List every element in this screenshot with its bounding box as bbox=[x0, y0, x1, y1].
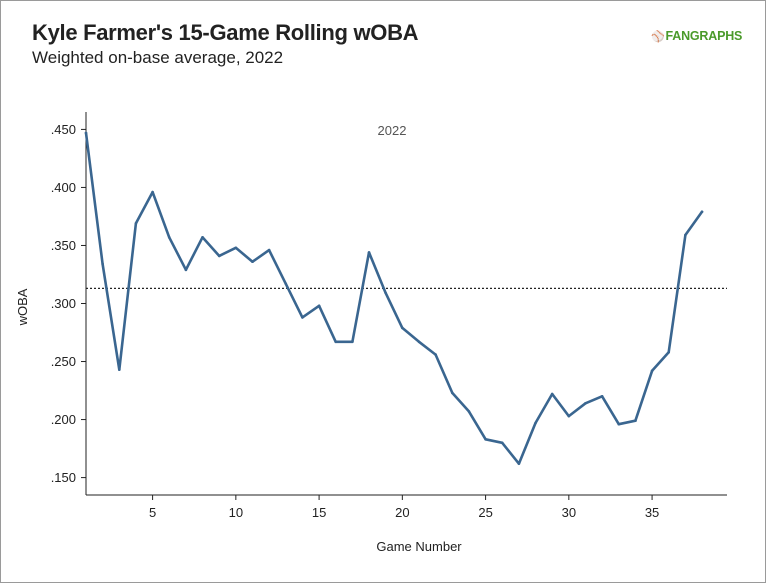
data-point bbox=[367, 251, 371, 254]
data-point bbox=[217, 254, 221, 258]
data-point bbox=[434, 353, 437, 356]
data-point bbox=[334, 340, 338, 344]
x-tick-label: 5 bbox=[149, 505, 156, 520]
series-line bbox=[84, 131, 704, 466]
x-tick-label: 25 bbox=[478, 505, 492, 520]
axes bbox=[85, 112, 727, 496]
y-tick-label: .350 bbox=[51, 238, 76, 253]
y-tick-label: .250 bbox=[51, 354, 76, 369]
fangraphs-logo: ⚾FANGRAPHS bbox=[651, 29, 742, 43]
data-point bbox=[84, 131, 88, 135]
data-point bbox=[134, 222, 138, 225]
data-point bbox=[251, 260, 254, 264]
ticks: 5 10 15 20 25 30 35 .150 .200 .250 .300 .350 .400 .45… bbox=[51, 122, 660, 520]
data-point bbox=[417, 340, 421, 344]
x-tick-label: 30 bbox=[562, 505, 576, 520]
logo-text: FANGRAPHS bbox=[665, 29, 743, 43]
data-point bbox=[667, 350, 671, 354]
data-point bbox=[184, 268, 188, 272]
data-point bbox=[101, 262, 104, 266]
data-point bbox=[700, 210, 704, 214]
data-point bbox=[401, 326, 404, 330]
data-points bbox=[84, 131, 704, 465]
data-point bbox=[517, 462, 521, 465]
x-tick-label: 10 bbox=[229, 505, 243, 520]
data-point bbox=[617, 422, 621, 426]
data-point bbox=[234, 246, 238, 250]
fangraphs-logo-icon: ⚾ bbox=[651, 31, 665, 43]
y-tick-label: .150 bbox=[51, 470, 76, 485]
data-point bbox=[267, 248, 271, 252]
year-annotation: 2022 bbox=[378, 123, 407, 138]
x-tick-label: 35 bbox=[645, 505, 659, 520]
data-point bbox=[201, 236, 204, 239]
data-point bbox=[317, 304, 321, 308]
data-point bbox=[650, 369, 654, 373]
data-point bbox=[151, 190, 154, 194]
data-point bbox=[600, 395, 604, 398]
y-axis-label: wOBA bbox=[15, 288, 30, 326]
data-point bbox=[500, 441, 504, 445]
data-point bbox=[117, 368, 121, 371]
data-point bbox=[351, 340, 354, 344]
data-point bbox=[484, 437, 487, 441]
y-tick-label: .400 bbox=[51, 180, 76, 195]
data-point bbox=[634, 419, 637, 423]
y-tick-label: .450 bbox=[51, 122, 76, 137]
x-axis-label: Game Number bbox=[376, 539, 462, 554]
data-point bbox=[550, 392, 554, 396]
x-tick-label: 20 bbox=[395, 505, 409, 520]
x-tick-label: 15 bbox=[312, 505, 326, 520]
data-point bbox=[284, 282, 288, 286]
data-point bbox=[450, 391, 454, 395]
chart-title: Kyle Farmer's 15-Game Rolling wOBA bbox=[32, 20, 419, 45]
data-point bbox=[384, 291, 387, 295]
y-tick-label: .200 bbox=[51, 412, 76, 427]
data-point bbox=[684, 233, 687, 237]
data-point bbox=[301, 316, 304, 319]
data-point bbox=[567, 414, 571, 418]
data-point bbox=[167, 236, 171, 239]
data-point bbox=[584, 402, 587, 405]
chart-subtitle: Weighted on-base average, 2022 bbox=[32, 48, 284, 67]
data-point bbox=[467, 410, 471, 413]
data-point bbox=[534, 421, 537, 425]
y-tick-label: .300 bbox=[51, 296, 76, 311]
